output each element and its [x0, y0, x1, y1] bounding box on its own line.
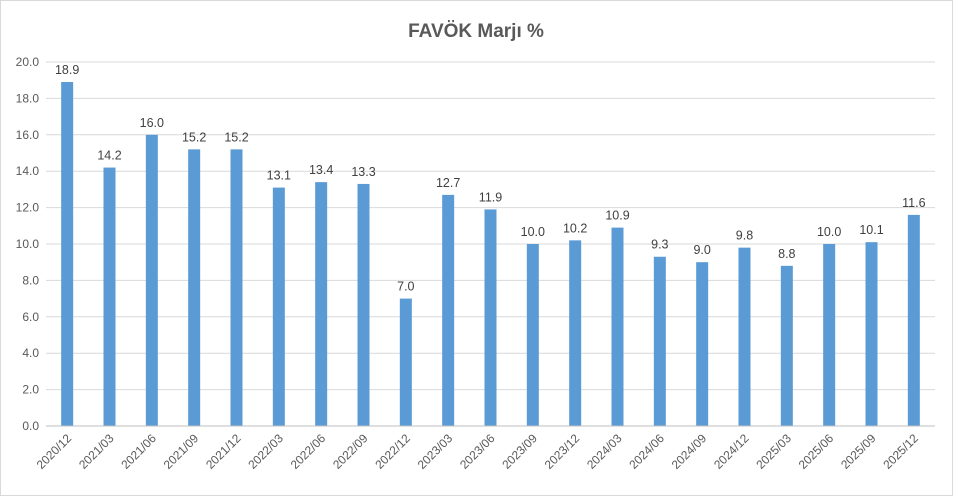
data-label: 10.9: [605, 209, 629, 223]
x-axis-ticks: 2020/12 2021/03 2021/06 2021/09 2021/12 2022/…: [34, 431, 921, 472]
bar: [738, 247, 751, 426]
x-tick-label: 2025/03: [753, 431, 794, 472]
x-tick-label: 2023/03: [415, 431, 456, 472]
bar: [399, 298, 412, 426]
bar: [823, 244, 836, 426]
bars: [61, 82, 920, 427]
data-label: 9.0: [693, 243, 710, 257]
bar: [61, 82, 74, 427]
y-tick-label: 10.0: [16, 237, 40, 251]
data-label: 16.0: [140, 116, 164, 130]
x-tick-label: 2024/06: [626, 431, 667, 472]
y-tick-label: 0.0: [22, 419, 39, 433]
y-tick-label: 18.0: [16, 91, 40, 105]
bar: [696, 262, 709, 426]
data-label: 14.2: [97, 149, 121, 163]
x-tick-label: 2025/12: [880, 431, 921, 472]
data-label: 15.2: [182, 130, 206, 144]
x-tick-label: 2021/12: [203, 431, 244, 472]
data-label: 8.8: [778, 247, 795, 261]
data-label: 9.8: [736, 229, 753, 243]
y-tick-label: 16.0: [16, 128, 40, 142]
y-tick-label: 6.0: [22, 310, 39, 324]
data-label: 13.4: [309, 163, 333, 177]
data-label: 18.9: [55, 63, 79, 77]
data-label: 9.3: [651, 238, 668, 252]
x-tick-label: 2024/03: [584, 431, 625, 472]
bar: [315, 182, 328, 426]
data-label: 10.0: [817, 225, 841, 239]
data-label: 10.0: [521, 225, 545, 239]
x-tick-label: 2022/06: [288, 431, 329, 472]
bar: [357, 183, 370, 426]
y-tick-label: 8.0: [22, 273, 39, 287]
x-tick-label: 2022/12: [372, 431, 413, 472]
bar: [145, 134, 158, 427]
chart-title: FAVÖK Marjı %: [408, 21, 544, 42]
bar: [526, 244, 539, 426]
x-tick-label: 2025/09: [838, 431, 879, 472]
x-tick-label: 2024/12: [711, 431, 752, 472]
y-tick-label: 12.0: [16, 201, 40, 215]
x-tick-label: 2021/03: [76, 431, 117, 472]
data-label: 13.3: [351, 165, 375, 179]
y-axis-ticks: 0.0 2.0 4.0 6.0 8.0 10.0 12.0 14.0 16.0 18.0 20.0: [16, 55, 40, 433]
bar: [442, 194, 455, 426]
x-tick-label: 2021/06: [118, 431, 159, 472]
x-tick-label: 2021/09: [161, 431, 202, 472]
bar: [611, 227, 624, 426]
bar: [272, 187, 285, 426]
bar: [865, 242, 878, 426]
bar: [780, 265, 793, 426]
data-label: 13.1: [267, 169, 291, 183]
data-label: 10.1: [859, 223, 883, 237]
y-tick-label: 2.0: [22, 383, 39, 397]
data-label: 10.2: [563, 221, 587, 235]
y-tick-label: 20.0: [16, 55, 40, 69]
x-tick-label: 2025/06: [796, 431, 837, 472]
bar: [188, 149, 201, 427]
bar: [907, 214, 920, 426]
x-tick-label: 2020/12: [34, 431, 75, 472]
bar: [484, 209, 497, 426]
x-tick-label: 2023/06: [457, 431, 498, 472]
x-tick-label: 2022/03: [245, 431, 286, 472]
bar: [230, 149, 243, 427]
data-label: 15.2: [224, 130, 248, 144]
data-label: 7.0: [397, 280, 414, 294]
x-tick-label: 2022/09: [330, 431, 371, 472]
y-tick-label: 4.0: [22, 346, 39, 360]
data-label: 12.7: [436, 176, 460, 190]
x-tick-label: 2024/09: [669, 431, 710, 472]
x-tick-label: 2023/09: [499, 431, 540, 472]
bar: [103, 167, 116, 426]
data-labels: 18.9 14.2 16.0 15.2 15.2 13.1 13.4 13.3 7.0 12.7 1…: [55, 63, 926, 294]
bar: [569, 240, 582, 426]
y-tick-label: 14.0: [16, 164, 40, 178]
bar: [653, 256, 666, 426]
data-label: 11.6: [902, 196, 925, 210]
x-tick-label: 2023/12: [542, 431, 583, 472]
data-label: 11.9: [479, 190, 502, 204]
